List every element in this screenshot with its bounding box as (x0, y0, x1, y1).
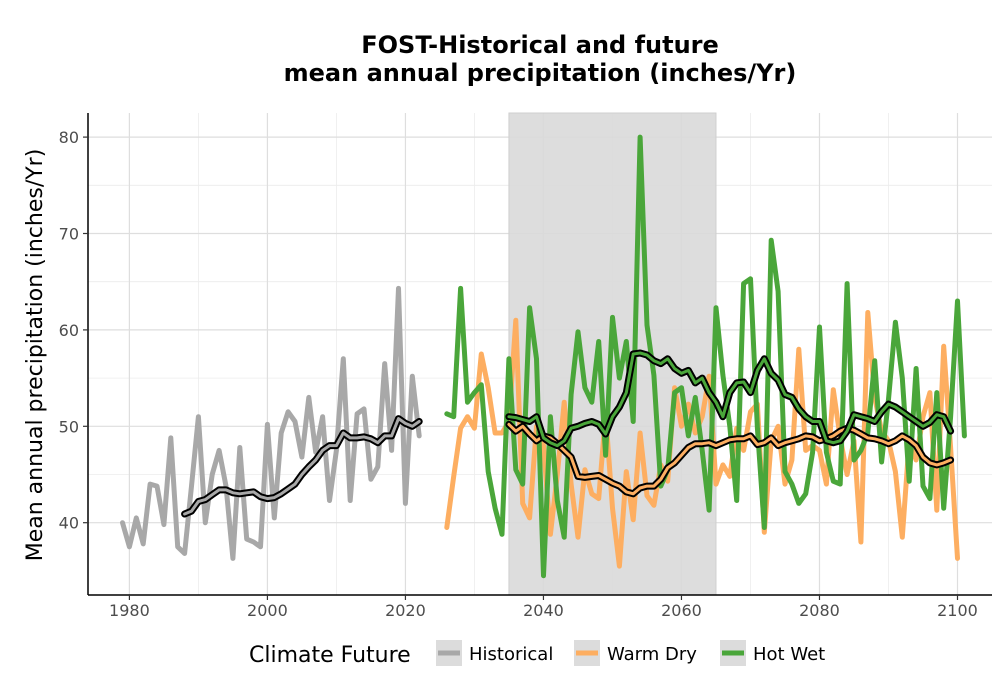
axes (87, 113, 992, 596)
chart-title-line2: mean annual precipitation (inches/Yr) (284, 59, 797, 87)
legend: Climate Future Historical Warm Dry Hot Wet (249, 640, 825, 668)
series-lines (120, 134, 967, 579)
smoothed-line-historical-smooth (181, 415, 423, 518)
chart-title-line1: FOST-Historical and future (361, 31, 719, 59)
legend-title: Climate Future (249, 643, 411, 668)
smoothed-line-core (507, 351, 953, 448)
y-tick-label-80: 80 (59, 128, 79, 147)
x-tick-label-2060: 2060 (661, 601, 702, 620)
y-tick-label-50: 50 (59, 417, 79, 436)
x-tick-label-2080: 2080 (799, 601, 840, 620)
legend-item-warm-dry: Warm Dry (574, 640, 697, 666)
y-tick-label-40: 40 (59, 514, 79, 533)
smoothed-line-hot-wet-smooth (505, 349, 955, 450)
y-axis-label: Mean annual precipitation (inches/Yr) (23, 149, 48, 562)
smoothed-line-warm-dry-smooth (505, 420, 955, 498)
legend-label: Historical (469, 644, 553, 665)
y-tick-label-70: 70 (59, 225, 79, 244)
x-tick-labels: 1980 2000 2020 2040 2060 2080 2100 (109, 595, 978, 620)
legend-label: Hot Wet (753, 644, 825, 665)
y-tick-label-60: 60 (59, 321, 79, 340)
x-tick-label-2000: 2000 (247, 601, 288, 620)
x-tick-label-1980: 1980 (109, 601, 150, 620)
legend-label: Warm Dry (607, 644, 697, 665)
smoothed-line-core (507, 422, 953, 496)
x-tick-label-2040: 2040 (523, 601, 564, 620)
y-tick-labels: 40 50 60 70 80 (59, 128, 88, 533)
smoothed-line-core (183, 417, 421, 516)
x-tick-label-2100: 2100 (937, 601, 978, 620)
legend-item-historical: Historical (436, 640, 553, 666)
legend-item-hot-wet: Hot Wet (720, 640, 825, 666)
x-tick-label-2020: 2020 (385, 601, 426, 620)
series-line-historical (120, 285, 422, 561)
